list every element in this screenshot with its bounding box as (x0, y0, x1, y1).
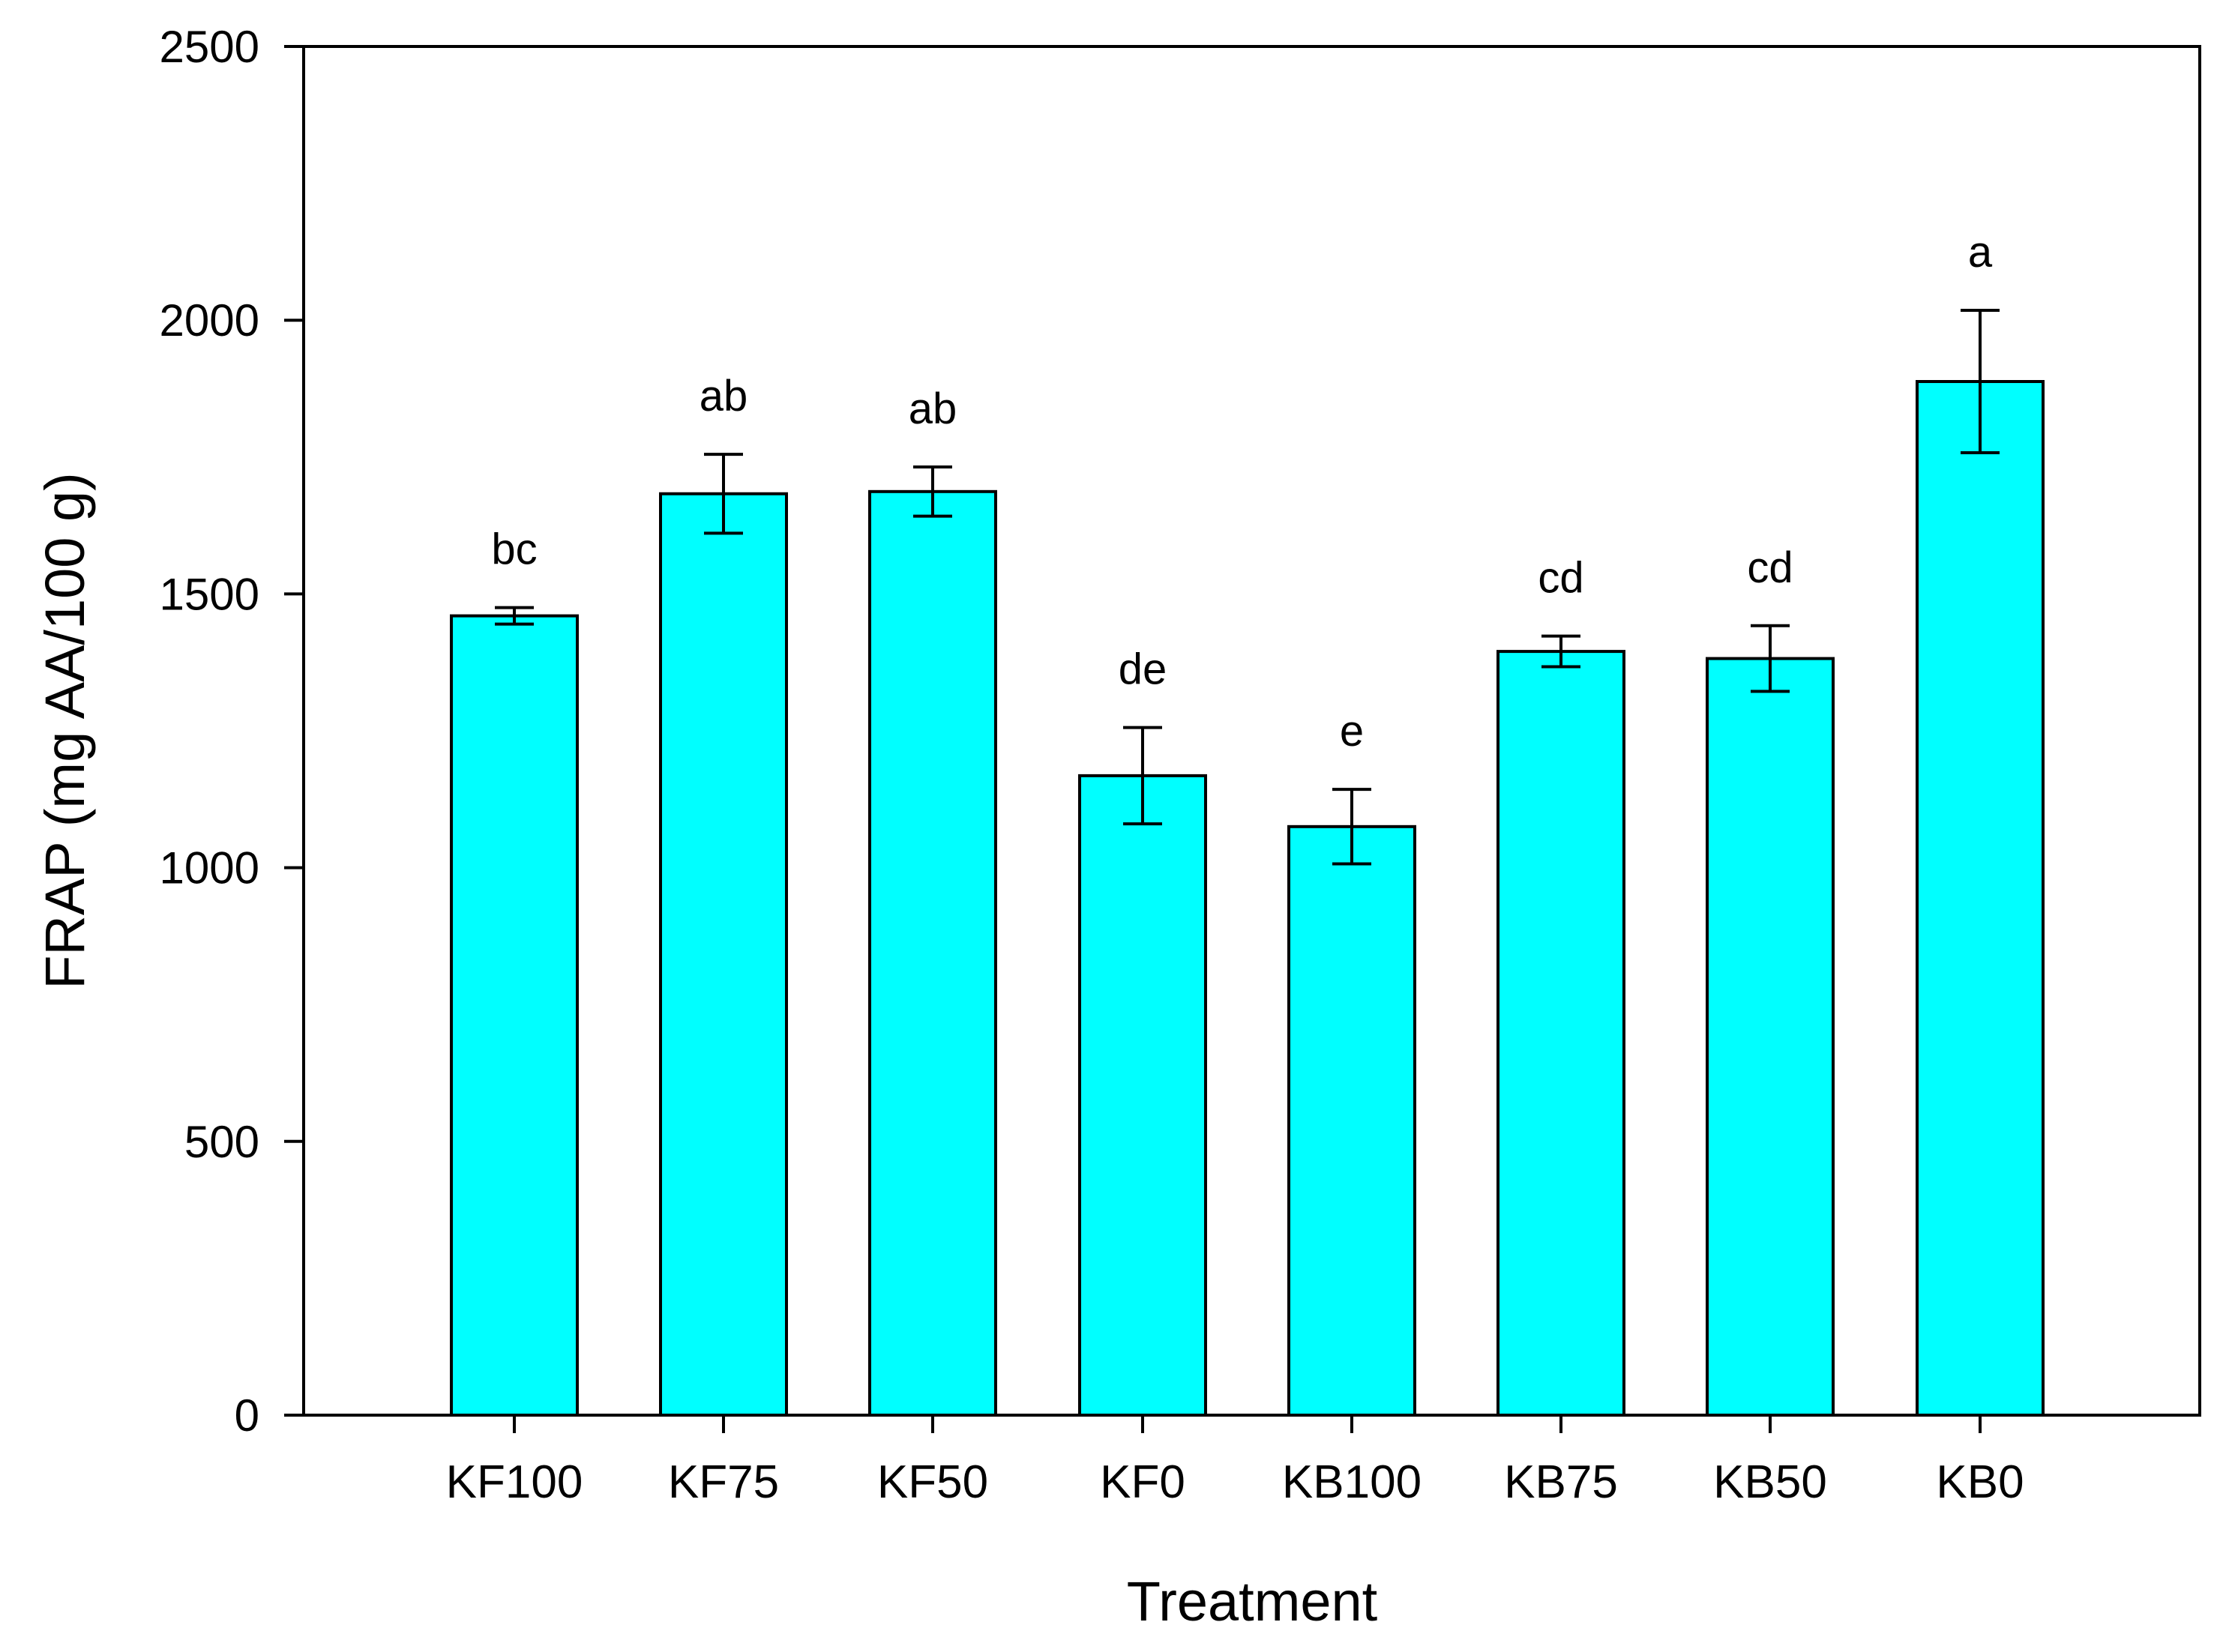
bar-kb100 (1287, 825, 1416, 1417)
significance-letter-kf75: ab (700, 372, 748, 420)
bar-kf0 (1078, 774, 1207, 1417)
error-bars-layer (495, 309, 2000, 866)
bar-kf100 (450, 614, 579, 1417)
significance-letter-kb100: e (1340, 707, 1364, 756)
significance-letters-layer: bc ab ab de e cd cd a (491, 228, 1993, 756)
error-bar-kb100 (1332, 788, 1371, 866)
x-axis-title: Treatment (1127, 1570, 1378, 1633)
y-tick-label-1000: 1000 (160, 843, 259, 893)
x-tick-label-kb0: KB0 (1936, 1456, 2024, 1508)
y-tick-label-1500: 1500 (160, 569, 259, 619)
error-bar-kb0 (1961, 309, 2000, 454)
significance-letter-kb0: a (1968, 228, 1993, 277)
x-tick-label-kb75: KB75 (1504, 1456, 1618, 1508)
significance-letter-kf0: de (1119, 645, 1167, 694)
bar-kb0 (1916, 380, 2045, 1417)
y-tick-label-500: 500 (184, 1117, 259, 1167)
x-tick-label-kb100: KB100 (1282, 1456, 1422, 1508)
y-tick-label-2500: 2500 (160, 22, 259, 72)
error-bar-kf50 (913, 465, 952, 518)
y-tick-label-2000: 2000 (160, 295, 259, 346)
significance-letter-kf100: bc (491, 525, 537, 574)
error-bar-kf100 (495, 606, 534, 626)
x-tick-label-kf50: KF50 (877, 1456, 988, 1508)
error-bar-kf75 (704, 453, 743, 535)
significance-letter-kb75: cd (1538, 554, 1583, 603)
significance-letter-kb50: cd (1747, 543, 1793, 592)
bars-layer (450, 380, 2045, 1417)
plot-frame (302, 45, 2201, 1417)
bar-kf50 (868, 489, 997, 1417)
error-bar-kb50 (1751, 624, 1790, 693)
axes-layer (302, 45, 2201, 1417)
error-bar-kb75 (1541, 634, 1580, 669)
x-tick-label-kf0: KF0 (1100, 1456, 1185, 1508)
x-tick-label-kb50: KB50 (1713, 1456, 1827, 1508)
bar-kf75 (659, 492, 788, 1417)
y-ticks-layer: 0 500 1000 1500 2000 2500 (160, 22, 304, 1441)
significance-letter-kf50: ab (909, 385, 957, 433)
error-bar-kf0 (1123, 726, 1162, 826)
x-tick-label-kf75: KF75 (668, 1456, 779, 1508)
bar-kb50 (1706, 657, 1835, 1417)
x-ticks-layer: KF100 KF75 KF50 KF0 KB100 KB75 KB50 KB0 (446, 1415, 2024, 1508)
y-axis-title: FRAP (mg AA/100 g) (34, 472, 96, 989)
bar-kb75 (1496, 650, 1625, 1417)
x-tick-label-kf100: KF100 (446, 1456, 583, 1508)
y-tick-label-0: 0 (235, 1390, 259, 1441)
